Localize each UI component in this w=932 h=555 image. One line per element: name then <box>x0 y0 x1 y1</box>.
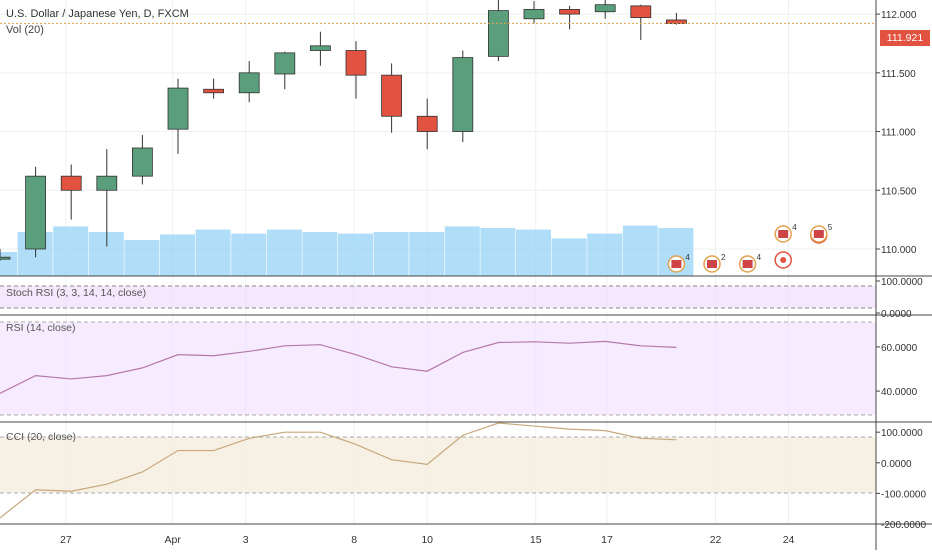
stoch-rsi-band <box>0 286 876 308</box>
candle-body <box>559 8 580 15</box>
us-flag-event-icon: 4 <box>738 253 762 273</box>
stoch-rsi-title: Stoch RSI (3, 3, 14, 14, close) <box>6 287 147 299</box>
candle-body <box>167 87 189 130</box>
candle-body <box>131 147 153 177</box>
volume-bar <box>587 233 623 276</box>
volume-bar <box>516 229 551 276</box>
y-tick-label: 40.0000 <box>881 387 918 398</box>
event-count: 2 <box>721 253 726 262</box>
y-tick-label: 111.000 <box>881 128 916 139</box>
volume-bar <box>53 226 89 276</box>
volume-bar <box>338 233 373 276</box>
instrument-title: U.S. Dollar / Japanese Yen, D, FXCM <box>6 8 189 20</box>
x-tick-label: 17 <box>601 534 613 546</box>
candle-body <box>238 72 260 94</box>
volume-bar <box>373 232 409 276</box>
volume-bars <box>0 225 694 276</box>
candle-body <box>203 88 225 94</box>
rsi-title: RSI (14, close) <box>6 322 76 334</box>
volume-bar <box>266 229 302 276</box>
candle-body <box>274 52 296 75</box>
candle-body <box>309 45 331 51</box>
candles <box>0 0 687 261</box>
volume-bar <box>480 228 516 276</box>
y-tick-label: 110.000 <box>881 245 917 256</box>
x-tick-label: 8 <box>351 534 357 546</box>
y-tick-label: 110.500 <box>881 186 917 197</box>
us-flag-event-icon: 5 <box>810 223 833 243</box>
y-tick-label: 100.0000 <box>881 428 923 439</box>
x-tick-label: Apr <box>164 534 181 546</box>
cci-band <box>0 437 876 493</box>
volume-bar <box>551 238 587 276</box>
event-count: 4 <box>757 253 762 262</box>
cci-title: CCI (20, close) <box>6 431 77 443</box>
volume-bar <box>444 226 480 276</box>
candle-body <box>523 8 545 20</box>
candle-body <box>416 115 438 132</box>
volume-bar <box>622 225 658 276</box>
last-price-tag: 111.921 <box>880 30 930 46</box>
volume-bar <box>231 233 267 276</box>
x-tick-label: 22 <box>710 534 722 546</box>
volume-bar <box>302 232 338 276</box>
candle-body <box>96 175 118 191</box>
x-tick-label: 27 <box>60 534 72 546</box>
x-tick-label: 15 <box>530 534 542 546</box>
y-tick-label: 0.0000 <box>881 309 912 320</box>
us-flag-event-icon: 2 <box>703 253 726 273</box>
event-dot-icon <box>774 251 792 269</box>
candle-body <box>60 175 82 191</box>
event-count: 4 <box>685 253 690 262</box>
x-tick-label: 24 <box>783 534 795 546</box>
rsi-line <box>0 340 677 394</box>
candle-body <box>345 50 367 76</box>
candle-body <box>0 256 11 260</box>
candle-body <box>487 10 509 57</box>
y-tick-label: 0.0000 <box>881 459 912 470</box>
volume-bar <box>124 240 160 276</box>
candle-body <box>594 4 616 13</box>
volume-label: Vol (20) <box>6 24 44 36</box>
event-count: 4 <box>792 223 797 232</box>
y-tick-label: 111.500 <box>881 69 916 80</box>
us-flag-event-icon: 4 <box>774 223 797 243</box>
y-tick-label: -100.0000 <box>881 489 926 500</box>
x-tick-label: 10 <box>421 534 433 546</box>
cci-line <box>0 422 677 519</box>
candle-body <box>452 57 474 132</box>
candle-body <box>25 175 47 250</box>
volume-bar <box>195 229 231 276</box>
volume-bar <box>409 232 445 276</box>
us-flag-event-icon: 4 <box>667 253 690 273</box>
event-count: 5 <box>828 223 833 232</box>
x-tick-label: 3 <box>243 534 249 546</box>
y-tick-label: 60.0000 <box>881 343 918 354</box>
y-tick-label: 100.0000 <box>881 277 923 288</box>
candle-body <box>630 5 652 19</box>
candle-body <box>381 74 403 117</box>
volume-bar <box>160 234 195 276</box>
rsi-band <box>0 322 876 415</box>
y-tick-label: -200.0000 <box>881 520 926 531</box>
volume-bar <box>0 252 17 276</box>
y-tick-label: 112.000 <box>881 10 917 21</box>
